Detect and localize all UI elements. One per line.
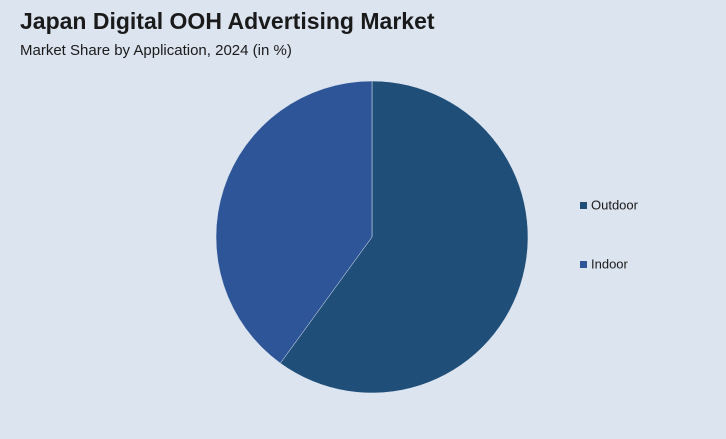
chart-subtitle: Market Share by Application, 2024 (in %): [20, 42, 292, 59]
pie-slice: [279, 80, 529, 394]
legend-label: Outdoor: [591, 197, 639, 212]
legend-swatch: [580, 202, 587, 209]
chart-title: Japan Digital OOH Advertising Market: [20, 8, 435, 34]
legend-label: Indoor: [591, 256, 629, 271]
legend-swatch: [580, 261, 587, 268]
pie-slice: [215, 80, 373, 364]
